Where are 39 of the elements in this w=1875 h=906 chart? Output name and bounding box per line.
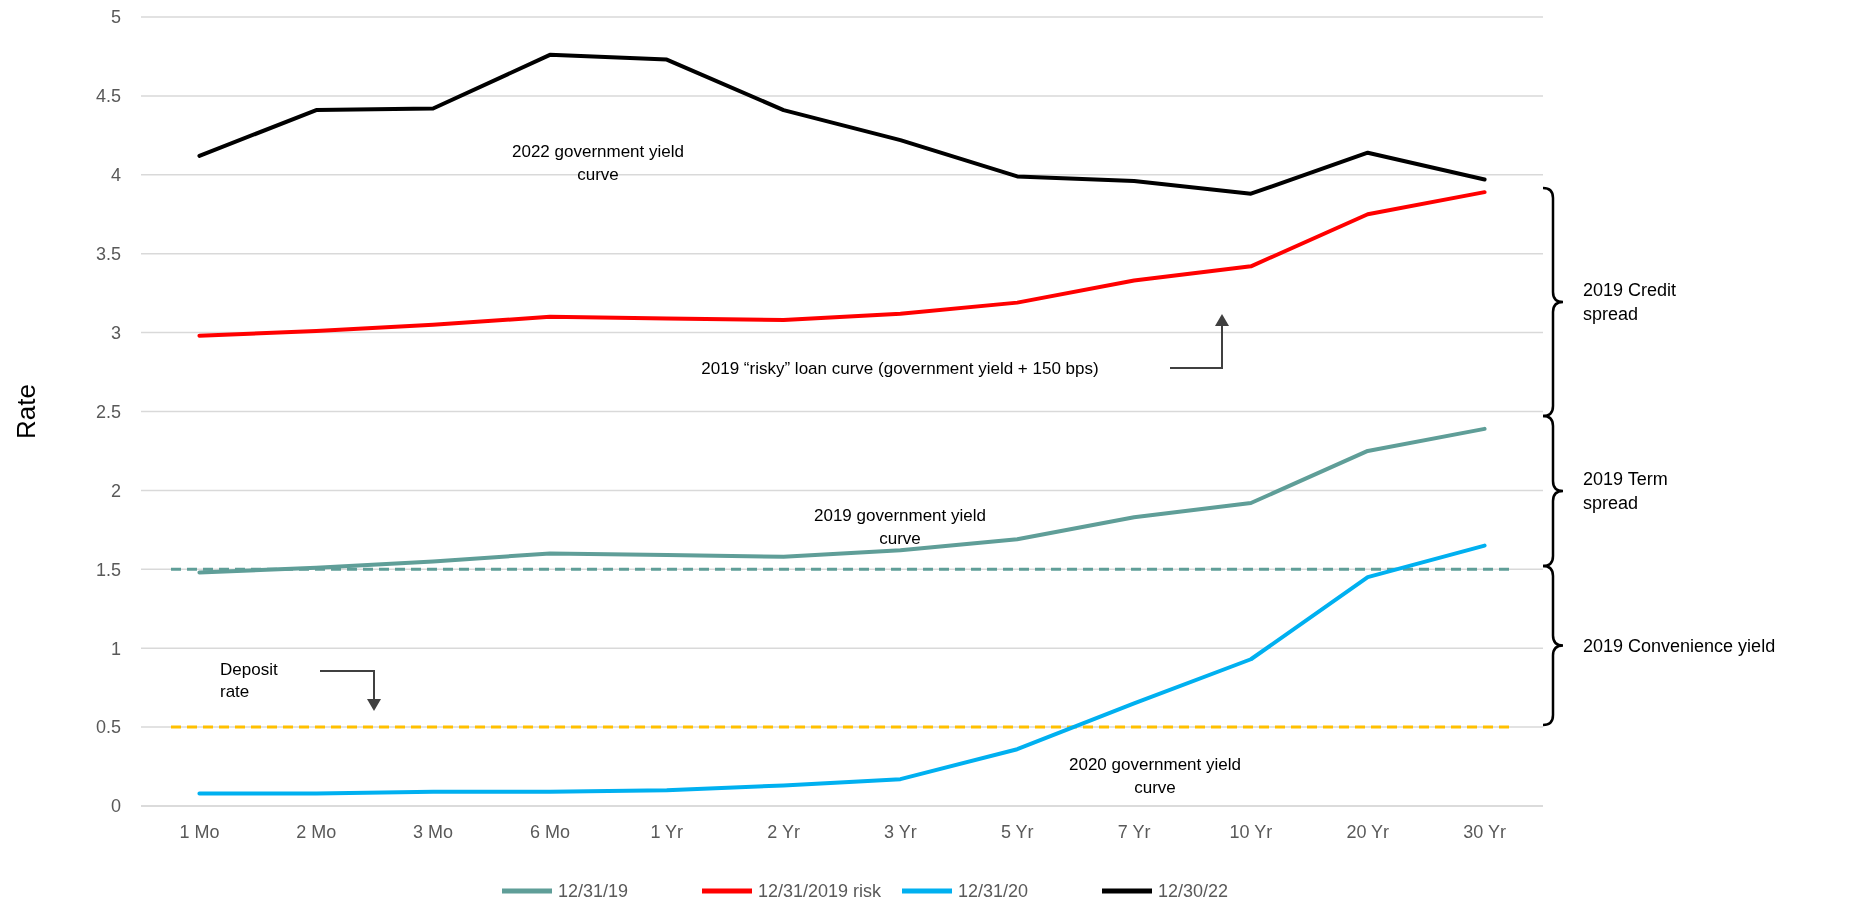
line-series (197, 543, 1487, 796)
annotation: 2019 government yield curve (813, 506, 987, 548)
x-tick-label: 3 Yr (884, 822, 917, 842)
legend-label: 12/31/20 (958, 881, 1029, 902)
y-tick-label: 3.5 (95, 244, 121, 264)
x-tick-label: 6 Mo (529, 822, 570, 842)
legend-label: 12/30/22 (1158, 881, 1229, 902)
x-tick-label: 3 Mo (413, 822, 454, 842)
x-tick-label: 7 Yr (1117, 822, 1151, 842)
legend-label: 12/31/2019 risk (758, 881, 883, 902)
x-tick-label: 1 Yr (650, 822, 684, 842)
annotation: 2022 government yield curve (511, 142, 685, 184)
text: 2019 Credit spread (1583, 280, 1677, 325)
text: 2019 Convenience yield (1583, 635, 1776, 656)
y-tick-label: 3 (110, 322, 121, 343)
ref-line-label: Deposit rate (220, 660, 278, 702)
x-tick-label: 10 Yr (1229, 822, 1273, 842)
x-tick-label: 5 Yr (1000, 822, 1034, 842)
x-tick-label: 30 Yr (1463, 822, 1506, 842)
y-tick-label: 1.5 (95, 559, 121, 580)
y-tick-label: 5 (110, 7, 121, 28)
y-tick-label: 2.5 (95, 401, 121, 422)
annotation: 2020 government yield curve (1068, 755, 1242, 797)
y-tick-label: 1 (110, 638, 121, 659)
x-tick-label: 20 Yr (1346, 822, 1390, 842)
x-tick-label: 1 Mo (179, 822, 220, 842)
line-series (197, 52, 1487, 196)
annotation: 2019 “risky” loan curve (government yield + 150 bps) (701, 359, 1099, 378)
x-tick-label: 2 Yr (767, 822, 800, 842)
y-axis-title: Rate (11, 384, 41, 439)
text: 2019 Term spread (1583, 469, 1668, 514)
y-tick-label: 2 (110, 480, 121, 501)
y-tick-label: 4 (110, 165, 121, 186)
legend-label: 12/31/19 (558, 881, 629, 902)
line-series (197, 190, 1487, 338)
x-tick-label: 2 Mo (296, 822, 337, 842)
y-tick-label: 0 (110, 796, 121, 817)
y-tick-label: 0.5 (95, 717, 121, 738)
y-tick-label: 4.5 (95, 86, 121, 107)
